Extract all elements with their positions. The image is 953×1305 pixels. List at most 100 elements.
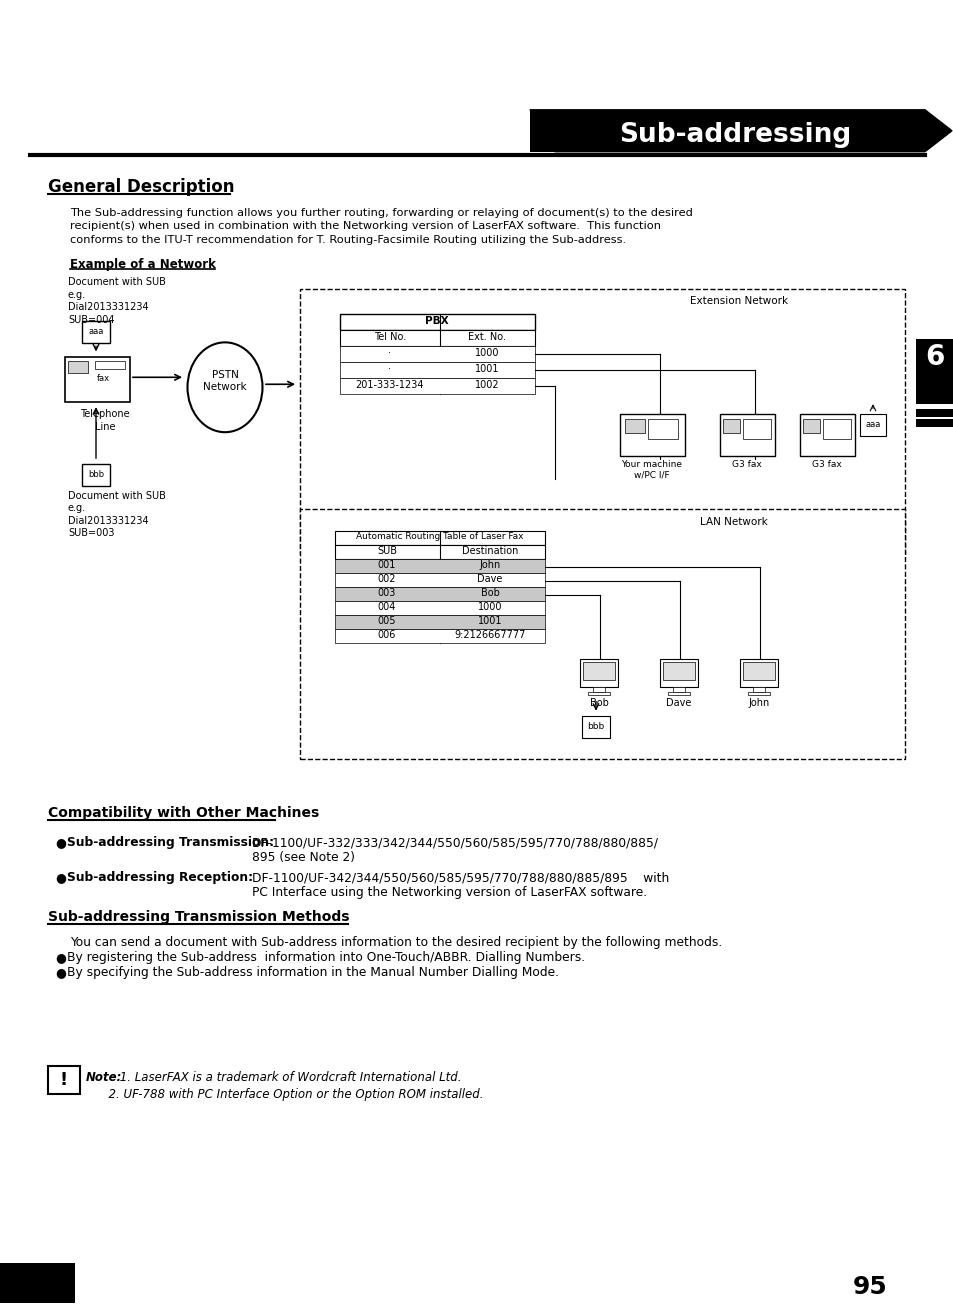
Bar [65, 358, 130, 402]
Text: PBX: PBX [425, 316, 448, 326]
Bar [659, 659, 698, 686]
Bar [335, 573, 544, 587]
Polygon shape [924, 110, 951, 151]
Text: ●: ● [55, 872, 66, 885]
Text: General Description: General Description [48, 177, 234, 196]
Text: 1000: 1000 [477, 602, 501, 612]
Bar [859, 414, 885, 436]
Text: aaa: aaa [864, 420, 880, 429]
Text: ·: · [388, 364, 391, 375]
Text: Destination: Destination [461, 545, 517, 556]
Text: John: John [747, 698, 769, 707]
Text: ●: ● [55, 951, 66, 964]
Text: PC Interface using the Networking version of LaserFAX software.: PC Interface using the Networking versio… [252, 886, 646, 899]
Text: 003: 003 [377, 587, 395, 598]
Text: 9:2126667777: 9:2126667777 [454, 630, 525, 639]
Text: 1. LaserFAX is a trademark of Wordcraft International Ltd.: 1. LaserFAX is a trademark of Wordcraft … [116, 1071, 461, 1084]
Text: Sub-addressing Reception:: Sub-addressing Reception: [67, 872, 253, 885]
Bar [335, 629, 544, 643]
Text: By registering the Sub-address  information into One-Touch/ABBR. Dialling Number: By registering the Sub-address informati… [67, 951, 584, 964]
Text: 2. UF-788 with PC Interface Option or the Option ROM installed.: 2. UF-788 with PC Interface Option or th… [86, 1088, 483, 1101]
Text: Document with SUB
e.g.
Dial2013331234
SUB=003: Document with SUB e.g. Dial2013331234 SU… [68, 491, 166, 538]
Text: Dave: Dave [476, 574, 502, 583]
Text: bbb: bbb [587, 722, 604, 731]
Text: Dave: Dave [665, 698, 691, 707]
Bar [722, 419, 740, 433]
Bar [667, 692, 689, 694]
Text: John: John [478, 560, 500, 570]
Bar [339, 315, 535, 330]
Text: 004: 004 [377, 602, 395, 612]
Text: Example of a Network: Example of a Network [70, 257, 215, 270]
Bar [593, 686, 604, 692]
Text: The Sub-addressing function allows you further routing, forwarding or relaying o: The Sub-addressing function allows you f… [70, 207, 692, 245]
Bar [68, 361, 88, 373]
Text: 201-333-1234: 201-333-1234 [355, 380, 424, 390]
Text: 002: 002 [377, 574, 395, 583]
Bar [720, 414, 774, 457]
Bar [339, 346, 535, 363]
Bar [0, 1263, 75, 1302]
Text: Sub-addressing: Sub-addressing [618, 121, 850, 147]
Bar [335, 545, 544, 559]
Polygon shape [530, 110, 924, 151]
Bar [95, 361, 125, 369]
Text: 006: 006 [377, 630, 395, 639]
Bar [752, 686, 764, 692]
Text: Document with SUB
e.g.
Dial2013331234
SUB=004: Document with SUB e.g. Dial2013331234 SU… [68, 278, 166, 325]
Text: ·: · [388, 348, 391, 359]
Text: Sub-addressing Transmission Methods: Sub-addressing Transmission Methods [48, 911, 349, 924]
Text: Ext. No.: Ext. No. [468, 333, 505, 342]
Bar [742, 419, 770, 440]
Text: PSTN
Network: PSTN Network [203, 371, 247, 393]
Bar [647, 419, 678, 440]
Bar [299, 509, 904, 758]
Text: ●: ● [55, 966, 66, 979]
Bar [581, 715, 609, 737]
Bar [742, 662, 774, 680]
Text: G3 fax: G3 fax [811, 461, 841, 468]
Text: 005: 005 [377, 616, 395, 626]
Text: 1001: 1001 [477, 616, 501, 626]
Text: DF-1100/UF-342/344/550/560/585/595/770/788/880/885/895    with: DF-1100/UF-342/344/550/560/585/595/770/7… [252, 872, 669, 885]
Text: Bob: Bob [589, 698, 608, 707]
Bar [624, 419, 644, 433]
Text: 95: 95 [852, 1275, 886, 1298]
Bar [802, 419, 820, 433]
Bar [339, 378, 535, 394]
Text: Sub-addressing Transmission:: Sub-addressing Transmission: [67, 837, 274, 850]
Bar [335, 531, 544, 545]
Text: 1001: 1001 [475, 364, 498, 375]
Bar [82, 465, 110, 485]
Bar [740, 659, 778, 686]
Text: Tel No.: Tel No. [374, 333, 406, 342]
Bar [335, 559, 544, 573]
Bar [48, 1066, 80, 1094]
Text: You can send a document with Sub-address information to the desired recipient by: You can send a document with Sub-address… [70, 936, 721, 949]
Text: Your machine
w/PC I/F: Your machine w/PC I/F [620, 461, 681, 479]
Text: G3 fax: G3 fax [731, 461, 761, 468]
Bar [82, 321, 110, 343]
Text: Compatibility with Other Machines: Compatibility with Other Machines [48, 806, 319, 821]
Text: Bob: Bob [480, 587, 499, 598]
Bar [619, 414, 684, 457]
Bar [915, 410, 953, 418]
Text: Automatic Routing Table of Laser Fax: Automatic Routing Table of Laser Fax [355, 532, 523, 542]
Bar [822, 419, 850, 440]
Bar [915, 419, 953, 427]
Bar [530, 110, 924, 151]
Bar [662, 662, 695, 680]
Text: LAN Network: LAN Network [700, 517, 767, 527]
Text: 001: 001 [377, 560, 395, 570]
Text: SUB: SUB [376, 545, 396, 556]
Bar [579, 659, 618, 686]
Bar [747, 692, 769, 694]
Text: 6: 6 [924, 343, 943, 372]
Text: aaa: aaa [89, 328, 104, 337]
Text: Note:: Note: [86, 1071, 122, 1084]
Text: 1002: 1002 [475, 380, 498, 390]
Text: Extension Network: Extension Network [689, 296, 787, 307]
Text: fax: fax [97, 375, 110, 384]
Bar [299, 290, 904, 553]
Text: bbb: bbb [88, 470, 104, 479]
